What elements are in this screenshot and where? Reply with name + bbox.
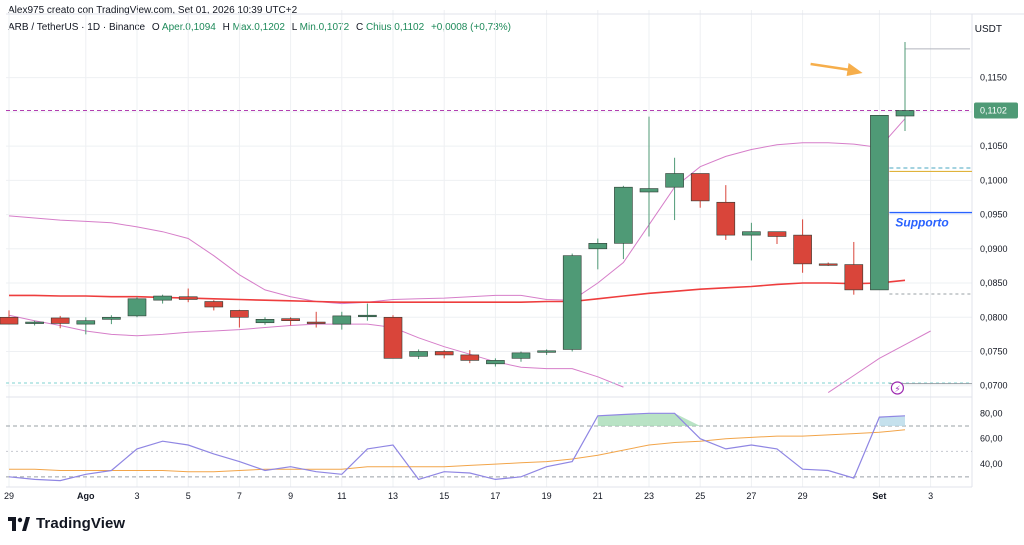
chart-byline: Alex975 creato con TradingView.com, Set … <box>8 5 298 16</box>
annotation-arrow-shaft <box>810 62 851 72</box>
candle-body[interactable] <box>127 298 147 317</box>
time-axis-label: 17 <box>490 491 500 501</box>
candle-body[interactable] <box>742 231 761 236</box>
symbol-title[interactable]: ARB / TetherUS · 1D · Binance <box>8 22 146 33</box>
high-value: Max.0,1202 <box>232 22 285 33</box>
rsi-ma-line <box>9 429 906 473</box>
candle-body[interactable] <box>562 255 582 350</box>
candle-body[interactable] <box>588 243 608 250</box>
candle-body[interactable] <box>639 188 659 193</box>
candle-body[interactable] <box>690 173 710 202</box>
candle-body[interactable] <box>409 351 428 357</box>
projection-bracket <box>904 48 970 111</box>
candle-body[interactable] <box>25 321 44 324</box>
candle-body[interactable] <box>76 320 96 325</box>
time-axis-label: Ago <box>77 491 95 501</box>
bollinger-upper-line <box>8 118 906 305</box>
candle-body[interactable] <box>818 263 838 266</box>
tradingview-brand[interactable]: TradingView <box>8 515 125 532</box>
time-axis-label: 7 <box>237 491 242 501</box>
open-label: O <box>151 22 160 33</box>
candle-body[interactable] <box>511 352 531 359</box>
rsi-overbought-fill <box>879 415 905 426</box>
close-label: C <box>355 22 364 33</box>
candle-body[interactable] <box>153 295 172 301</box>
candle-body[interactable] <box>895 110 915 117</box>
rsi-axis-tick: 60,00 <box>980 434 1003 444</box>
candle-body[interactable] <box>537 350 556 353</box>
candle-body[interactable] <box>255 319 275 324</box>
time-axis-label: 29 <box>4 491 14 501</box>
candle-body[interactable] <box>870 115 889 291</box>
low-label: L <box>291 22 297 33</box>
time-axis-label: 29 <box>798 491 808 501</box>
alert-lightning-icon[interactable] <box>890 381 905 395</box>
time-axis-label: Set <box>872 491 886 501</box>
candle-body[interactable] <box>716 201 736 236</box>
candle-body[interactable] <box>332 315 352 325</box>
price-axis-tick: 0,1150 <box>980 73 1007 83</box>
brand-name: TradingView <box>36 515 126 532</box>
candle-body[interactable] <box>767 231 787 237</box>
candle-body[interactable] <box>614 186 633 244</box>
price-axis-tick: 0,0950 <box>980 210 1008 220</box>
price-axis-tick: 0,0750 <box>980 347 1008 357</box>
current-price-badge <box>974 102 1018 119</box>
low-value: Min.0,1072 <box>299 22 350 33</box>
price-axis-tick: 0,1000 <box>980 175 1008 185</box>
time-axis-label: 27 <box>746 491 756 501</box>
rsi-line <box>8 412 906 482</box>
candle-body[interactable] <box>665 173 684 188</box>
candle-body[interactable] <box>281 318 300 321</box>
time-axis-label: 19 <box>542 491 552 501</box>
candle-body[interactable] <box>486 360 505 365</box>
time-axis-label: 9 <box>288 491 293 501</box>
time-axis-label: 3 <box>928 491 933 501</box>
rsi-overbought-fill <box>597 413 701 426</box>
open-value: Aper.0,1094 <box>161 22 216 33</box>
tradingview-logo-icon <box>8 516 30 531</box>
price-axis-tick: 0,1050 <box>980 141 1008 151</box>
candle-body[interactable] <box>434 351 454 356</box>
candle-body[interactable] <box>50 317 70 324</box>
candle-body[interactable] <box>0 316 19 325</box>
candle-body[interactable] <box>844 264 864 291</box>
support-label: Supporto <box>895 216 948 230</box>
close-value: Chius.0,1102 <box>365 22 425 33</box>
price-axis-tick: 0,0850 <box>980 278 1008 288</box>
candle-body[interactable] <box>230 310 249 318</box>
price-axis-tick: 0,0900 <box>980 244 1008 254</box>
time-axis-label: 15 <box>439 491 449 501</box>
price-unit-label: USDT <box>974 24 1002 35</box>
candle-body[interactable] <box>178 296 198 300</box>
candle-body[interactable] <box>383 316 403 359</box>
price-axis-tick: 0,0800 <box>980 312 1008 322</box>
time-axis-label: 11 <box>337 491 346 501</box>
time-axis-label: 3 <box>134 491 139 501</box>
change-value: +0,0008 (+0,73%) <box>430 22 511 33</box>
candle-body[interactable] <box>204 301 224 308</box>
candle-body[interactable] <box>460 354 480 361</box>
rsi-axis-tick: 80,00 <box>980 408 1003 418</box>
candle-body[interactable] <box>306 321 326 324</box>
time-axis-label: 21 <box>593 491 603 501</box>
time-axis-label: 25 <box>695 491 705 501</box>
candle-body[interactable] <box>793 234 812 265</box>
annotation-arrow-head <box>846 62 863 76</box>
high-label: H <box>222 22 230 33</box>
time-axis-label: 13 <box>388 491 398 501</box>
rsi-axis-tick: 40,00 <box>980 459 1003 469</box>
time-axis-label: 23 <box>644 491 654 501</box>
candle-body[interactable] <box>358 314 377 318</box>
lightning-glyph: ⚡ <box>894 385 900 395</box>
current-price-label: 0,1102 <box>980 106 1007 116</box>
symbol-legend: ARB / TetherUS · 1D · Binance O Aper.0,1… <box>8 22 511 33</box>
time-axis-label: 5 <box>186 491 191 501</box>
price-axis-tick: 0,0700 <box>980 381 1008 391</box>
candle-body[interactable] <box>102 316 121 320</box>
